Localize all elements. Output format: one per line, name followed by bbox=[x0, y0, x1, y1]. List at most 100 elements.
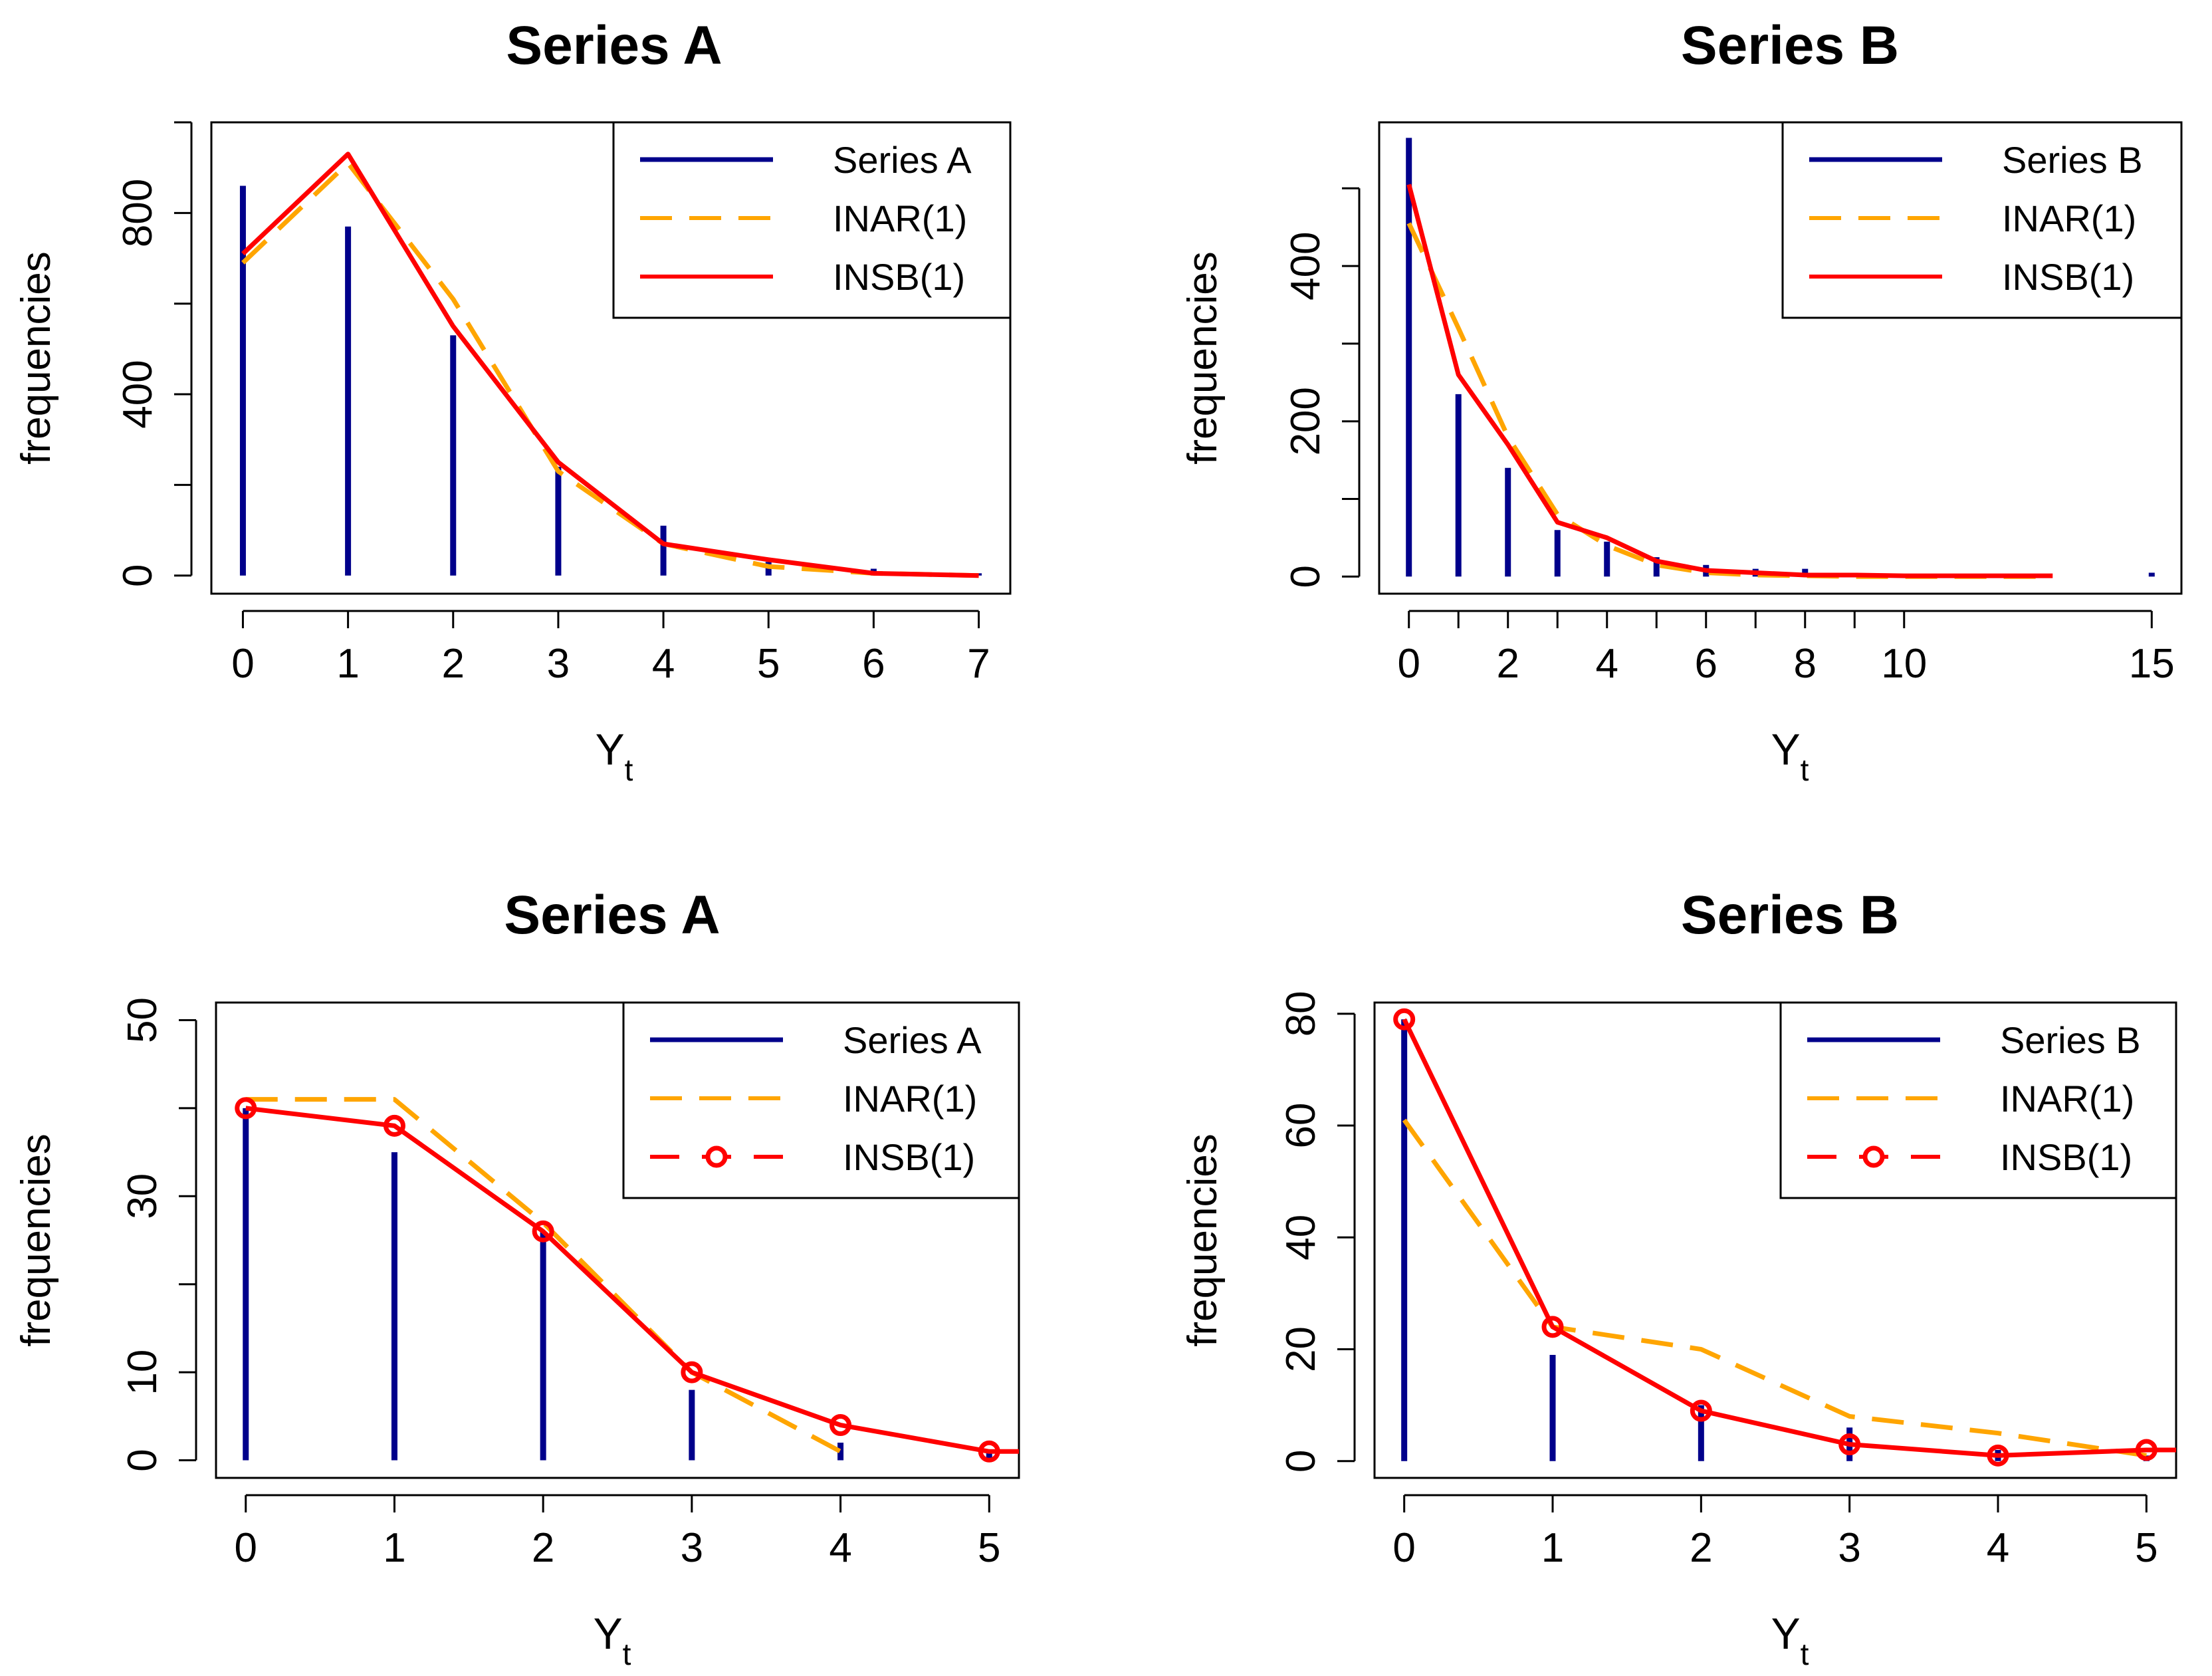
legend-label-1: Series B bbox=[2002, 139, 2143, 181]
y-tick-label: 200 bbox=[1283, 387, 1329, 455]
legend-label-2: INAR(1) bbox=[843, 1078, 977, 1120]
inar-line bbox=[245, 1097, 842, 1454]
chart-panel-4: Series B 0 1 2 3 4 5 0 20 40 60 80 Yt frequencies Seri… bbox=[1180, 885, 2177, 1671]
x-tick-label: 0 bbox=[231, 641, 254, 687]
x-tick-label: 3 bbox=[681, 1525, 703, 1571]
x-axis-label-main: Y bbox=[1771, 1609, 1801, 1658]
x-tick-label: 4 bbox=[652, 641, 675, 687]
insb-point bbox=[1987, 1444, 2009, 1467]
chart-title: Series A bbox=[504, 885, 720, 945]
chart-panel-1: Series A 0 1 2 3 4 5 6 7 0 400 800 Yt frequencies Seri… bbox=[13, 15, 1012, 787]
chart-panel-2: Series B 0 2 4 6 8 10 15 0 200 400 Yt frequencies Ser… bbox=[1180, 15, 2183, 787]
plot-frame bbox=[1378, 121, 2183, 595]
x-tick-label: 1 bbox=[1541, 1525, 1564, 1571]
plot-frame bbox=[210, 121, 1012, 595]
x-axis-label-subscript: t bbox=[623, 1637, 631, 1671]
y-tick-label: 0 bbox=[1283, 565, 1329, 588]
insb-line bbox=[1402, 1018, 2176, 1458]
insb-point bbox=[978, 1440, 1000, 1463]
legend-label-1: Series A bbox=[843, 1019, 982, 1061]
x-tick-label: 3 bbox=[1838, 1525, 1860, 1571]
x-tick-label: 1 bbox=[383, 1525, 405, 1571]
legend-label-3: INSB(1) bbox=[843, 1136, 975, 1178]
x-tick-label: 2 bbox=[1496, 641, 1519, 687]
y-tick-label: 60 bbox=[1278, 1103, 1324, 1149]
legend-box bbox=[1781, 121, 2183, 319]
insb-point bbox=[681, 1361, 703, 1383]
y-axis-label: frequencies bbox=[13, 1134, 59, 1347]
x-tick-label: 5 bbox=[757, 641, 780, 687]
x-axis-label-main: Y bbox=[594, 1609, 623, 1658]
y-tick-label: 0 bbox=[115, 564, 161, 586]
insb-point bbox=[532, 1220, 554, 1243]
x-tick-label: 10 bbox=[1881, 641, 1927, 687]
legend-label-2: INAR(1) bbox=[833, 197, 967, 239]
legend-box bbox=[612, 121, 1012, 319]
legend-box bbox=[622, 1001, 1020, 1199]
insb-point bbox=[2135, 1439, 2157, 1461]
y-tick-label: 30 bbox=[120, 1173, 166, 1219]
x-axis-label: Yt bbox=[1771, 725, 1809, 787]
legend-box bbox=[1779, 1001, 2177, 1199]
plot-frame bbox=[1373, 1001, 2177, 1479]
y-tick-label: 0 bbox=[1278, 1450, 1324, 1473]
y-tick-label: 400 bbox=[1283, 231, 1329, 300]
y-tick-label: 0 bbox=[120, 1449, 166, 1471]
legend: Series A INAR(1) INSB(1) bbox=[612, 121, 1012, 319]
y-axis-label: frequencies bbox=[1180, 251, 1226, 465]
legend-label-3: INSB(1) bbox=[2002, 256, 2134, 298]
y-axis-label: frequencies bbox=[13, 251, 59, 465]
x-axis-label: Yt bbox=[594, 1609, 631, 1671]
y-tick-label: 40 bbox=[1278, 1215, 1324, 1260]
y-tick-label: 50 bbox=[120, 997, 166, 1043]
x-tick-label: 2 bbox=[1690, 1525, 1712, 1571]
legend-label-2: INAR(1) bbox=[2000, 1078, 2134, 1120]
y-tick-label: 80 bbox=[1278, 991, 1324, 1036]
x-tick-label: 6 bbox=[862, 641, 885, 687]
legend-marker bbox=[1862, 1145, 1885, 1168]
insb-point bbox=[830, 1414, 852, 1437]
insb-line bbox=[245, 1106, 1019, 1454]
x-tick-label: 4 bbox=[1987, 1525, 2009, 1571]
y-axis-label: frequencies bbox=[1180, 1134, 1226, 1347]
chart-panel-3: Series A0 1 2 3 4 50103050YtfrequenciesSeries… bbox=[13, 885, 1020, 1671]
insb-point bbox=[235, 1097, 257, 1120]
x-axis-label-subscript: t bbox=[625, 753, 633, 787]
legend: Series B INAR(1) INSB(1) bbox=[1779, 1001, 2177, 1199]
insb-line bbox=[241, 152, 979, 578]
y-tick-label: 10 bbox=[120, 1350, 166, 1395]
x-axis-label: Yt bbox=[596, 725, 633, 787]
insb-line bbox=[1406, 183, 2053, 578]
x-tick-label: 4 bbox=[829, 1525, 851, 1571]
y-tick-label: 800 bbox=[115, 179, 161, 247]
x-tick-label: 3 bbox=[547, 641, 570, 687]
x-tick-label: 5 bbox=[2135, 1525, 2157, 1571]
legend-label-3: INSB(1) bbox=[2000, 1136, 2132, 1178]
x-tick-label: 15 bbox=[2129, 641, 2175, 687]
chart-title: Series A bbox=[506, 15, 722, 76]
x-tick-label: 7 bbox=[967, 641, 990, 687]
x-tick-label: 2 bbox=[442, 641, 465, 687]
inar-line bbox=[1406, 222, 2053, 579]
x-tick-label: 5 bbox=[978, 1525, 1000, 1571]
x-tick-label: 8 bbox=[1794, 641, 1817, 687]
x-tick-label: 0 bbox=[1397, 641, 1420, 687]
x-axis-label-subscript: t bbox=[1801, 753, 1809, 787]
legend-label-3: INSB(1) bbox=[833, 256, 965, 298]
x-tick-label: 1 bbox=[336, 641, 359, 687]
x-tick-label: 0 bbox=[234, 1525, 257, 1571]
chart-title: Series B bbox=[1681, 885, 1899, 945]
legend-label-2: INAR(1) bbox=[2002, 197, 2136, 239]
x-axis-label-main: Y bbox=[1771, 725, 1801, 774]
legend: Series A INAR(1) INSB(1) bbox=[622, 1001, 1020, 1199]
chart-title: Series B bbox=[1681, 15, 1899, 76]
x-axis-label: Yt bbox=[1771, 1609, 1809, 1671]
insb-point bbox=[1393, 1008, 1416, 1030]
x-axis-label-subscript: t bbox=[1801, 1637, 1809, 1671]
insb-point bbox=[1690, 1399, 1712, 1422]
insb-point bbox=[383, 1114, 405, 1137]
y-tick-label: 20 bbox=[1278, 1326, 1324, 1372]
y-tick-label: 400 bbox=[115, 360, 161, 428]
legend: Series B INAR(1) INSB(1) bbox=[1781, 121, 2183, 319]
